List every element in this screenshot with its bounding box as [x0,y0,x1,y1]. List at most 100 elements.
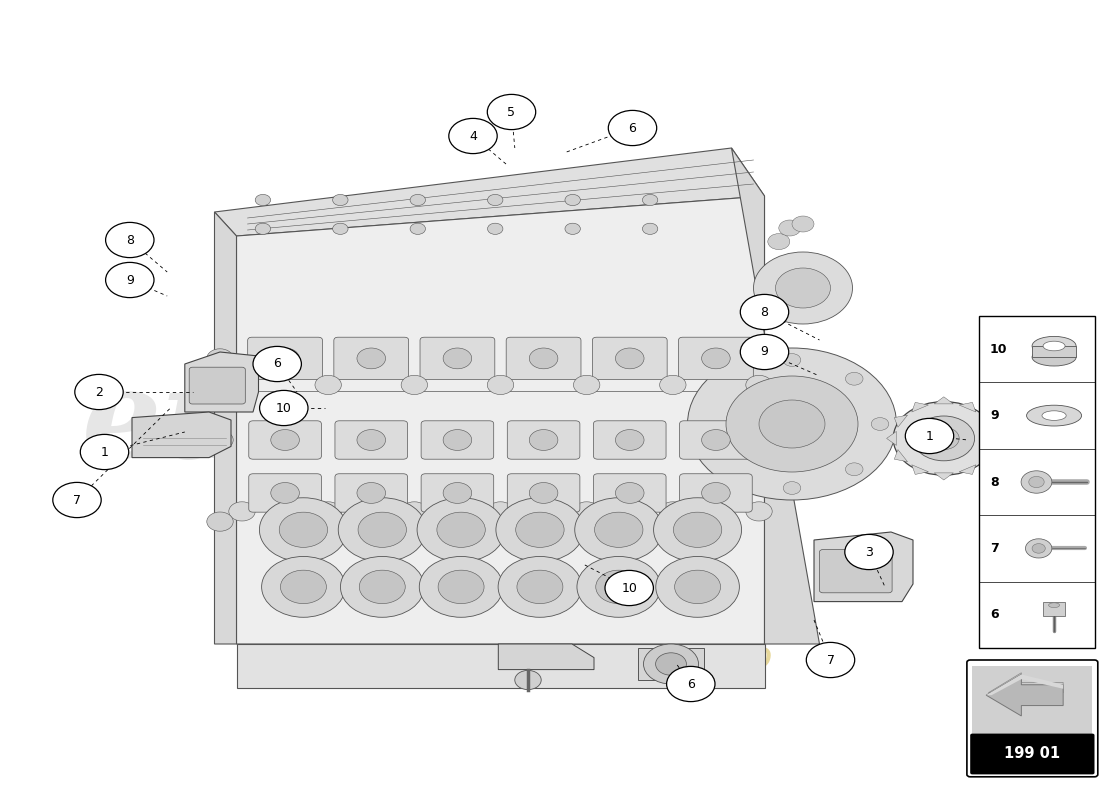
Circle shape [913,416,975,461]
Text: 199 01: 199 01 [1004,746,1060,761]
Circle shape [776,268,830,308]
Circle shape [846,372,864,385]
Polygon shape [934,473,954,480]
Polygon shape [959,465,976,474]
Circle shape [438,570,484,603]
Circle shape [1028,476,1044,488]
Text: 8: 8 [125,234,134,246]
Circle shape [106,222,154,258]
Circle shape [332,194,348,206]
Circle shape [928,427,959,450]
Polygon shape [991,431,1001,446]
Circle shape [644,644,698,684]
Circle shape [449,118,497,154]
Circle shape [443,482,472,503]
FancyBboxPatch shape [967,660,1098,777]
Circle shape [417,498,505,562]
Circle shape [229,375,255,394]
Circle shape [768,234,790,250]
FancyBboxPatch shape [249,421,321,459]
Circle shape [746,502,772,521]
Polygon shape [986,674,1064,716]
Polygon shape [912,465,928,474]
Circle shape [702,348,730,369]
Circle shape [315,502,341,521]
Circle shape [229,502,255,521]
Text: 5: 5 [507,106,516,118]
Circle shape [1021,470,1052,493]
Text: 10: 10 [990,342,1008,356]
Polygon shape [132,412,231,458]
Text: 2: 2 [95,386,103,398]
Polygon shape [959,402,976,412]
Circle shape [596,570,641,603]
Circle shape [516,512,564,547]
FancyBboxPatch shape [421,474,494,512]
Circle shape [360,570,405,603]
Circle shape [783,354,801,366]
Circle shape [419,557,503,618]
Polygon shape [498,644,594,670]
Circle shape [616,348,644,369]
Circle shape [702,430,730,450]
Text: res: res [354,363,570,485]
Circle shape [726,376,858,472]
Polygon shape [185,352,258,412]
Text: 9: 9 [125,274,134,286]
FancyBboxPatch shape [507,421,580,459]
Circle shape [271,482,299,503]
Circle shape [660,502,686,521]
Circle shape [660,375,686,394]
Polygon shape [214,212,236,644]
Circle shape [656,557,739,618]
Circle shape [341,557,425,618]
Circle shape [616,482,644,503]
Circle shape [53,482,101,518]
Circle shape [574,498,662,562]
Text: 9: 9 [990,409,999,422]
Circle shape [653,498,741,562]
Circle shape [871,418,889,430]
Text: 7: 7 [73,494,81,506]
Text: 10: 10 [276,402,292,414]
Circle shape [667,666,715,702]
Ellipse shape [1042,411,1066,421]
Polygon shape [986,674,1064,695]
Circle shape [565,223,581,234]
Bar [1043,602,1065,617]
FancyBboxPatch shape [594,474,666,512]
Circle shape [515,670,541,690]
Circle shape [573,375,600,394]
Polygon shape [236,644,764,688]
Circle shape [806,642,855,678]
Circle shape [260,498,348,562]
Circle shape [443,430,472,450]
Circle shape [905,418,954,454]
Circle shape [279,512,328,547]
Circle shape [565,194,581,206]
Circle shape [754,252,853,324]
FancyBboxPatch shape [506,337,581,379]
Text: euro: euro [82,363,402,485]
Circle shape [80,434,129,470]
Circle shape [339,498,427,562]
Circle shape [253,346,301,382]
Polygon shape [894,415,908,427]
Bar [979,316,1094,648]
FancyBboxPatch shape [680,474,752,512]
Circle shape [656,653,686,675]
Polygon shape [988,673,1064,693]
Text: 7: 7 [826,654,835,666]
Circle shape [779,220,801,236]
Text: since 1985: since 1985 [546,635,774,677]
Circle shape [410,194,426,206]
Polygon shape [894,450,908,462]
Text: 3: 3 [865,546,873,558]
Text: 6: 6 [628,122,637,134]
Polygon shape [980,450,993,462]
Circle shape [271,430,299,450]
Polygon shape [980,415,993,427]
Circle shape [402,502,428,521]
Circle shape [783,482,801,494]
Circle shape [674,570,720,603]
